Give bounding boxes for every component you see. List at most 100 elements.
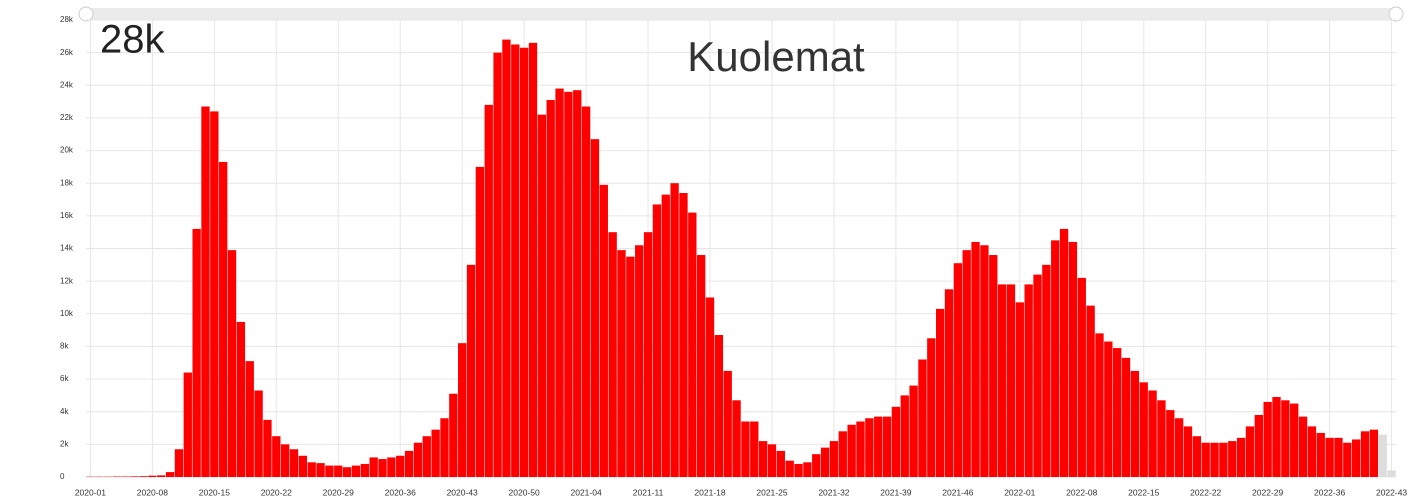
- x-tick-label: 2020-43: [447, 487, 478, 497]
- bar: [688, 212, 697, 478]
- bar: [431, 429, 440, 477]
- bar: [882, 416, 892, 477]
- bar: [458, 343, 467, 477]
- bar: [1334, 437, 1343, 477]
- bar: [865, 418, 874, 477]
- bar: [1166, 410, 1175, 477]
- bar: [1192, 436, 1202, 477]
- bar: [652, 204, 662, 478]
- bar: [511, 44, 520, 477]
- y-tick-label: 6k: [60, 374, 69, 383]
- bar: [1352, 439, 1361, 477]
- bar: [210, 111, 219, 478]
- bar: [1104, 341, 1113, 477]
- bar: [971, 241, 980, 477]
- bar: [599, 184, 608, 477]
- range-slider[interactable]: [86, 8, 1396, 20]
- bar: [1263, 401, 1272, 477]
- bar: [183, 372, 192, 477]
- bar: [174, 449, 184, 477]
- y-tick-label: 26k: [60, 48, 74, 57]
- bar: [847, 424, 856, 477]
- bar: [750, 421, 759, 477]
- bar: [1236, 437, 1246, 477]
- bar: [1157, 400, 1166, 477]
- bar: [466, 264, 476, 477]
- x-tick-label: 2020-50: [509, 487, 540, 497]
- bar: [351, 465, 361, 477]
- bar: [944, 289, 954, 477]
- bar: [148, 475, 157, 477]
- bar: [280, 444, 290, 477]
- bar: [643, 232, 653, 477]
- slider-handle-right[interactable]: [1388, 6, 1404, 22]
- bar: [387, 457, 396, 477]
- bar: [546, 99, 555, 477]
- y-tick-label: 14k: [60, 244, 74, 253]
- bar: [555, 88, 564, 478]
- bar: [1254, 414, 1263, 477]
- x-tick-label: 2022-01: [1004, 487, 1035, 497]
- slider-handle-left[interactable]: [78, 6, 94, 22]
- x-tick-label: 2020-15: [199, 487, 230, 497]
- bar: [413, 442, 423, 477]
- y-tick-label: 0: [60, 472, 65, 481]
- bar: [953, 263, 963, 477]
- bar: [732, 400, 741, 477]
- y-tick-label: 20k: [60, 146, 74, 155]
- bar: [617, 250, 626, 477]
- bar: [316, 463, 325, 477]
- bar: [590, 139, 600, 477]
- bar: [962, 250, 971, 477]
- bar: [1281, 400, 1290, 477]
- bar: [829, 441, 839, 477]
- y-tick-label: 8k: [60, 342, 69, 351]
- bar: [935, 308, 945, 477]
- bar: [245, 361, 254, 477]
- x-tick-label: 2022-15: [1128, 487, 1159, 497]
- bar: [980, 245, 989, 477]
- bar: [1130, 370, 1140, 477]
- bar: [1006, 284, 1016, 477]
- bar: [900, 395, 909, 477]
- bar: [820, 447, 830, 477]
- bar: [1051, 240, 1060, 477]
- y-tick-label: 22k: [60, 113, 74, 122]
- bar: [1387, 470, 1396, 477]
- bar: [272, 436, 281, 477]
- y-tick-label: 10k: [60, 309, 74, 318]
- bar: [369, 457, 378, 477]
- bar: [422, 436, 431, 477]
- bar: [1228, 441, 1237, 477]
- bar: [838, 431, 847, 477]
- x-tick-label: 2021-25: [756, 487, 787, 497]
- bar: [1307, 426, 1317, 477]
- bar: [1024, 284, 1033, 477]
- bar: [298, 455, 308, 477]
- x-tick-label: 2020-01: [75, 487, 106, 497]
- bar: [697, 255, 706, 477]
- x-tick-label: 2021-11: [633, 487, 664, 497]
- bar: [139, 476, 148, 477]
- bar: [564, 91, 573, 478]
- bar: [679, 193, 688, 477]
- bar: [502, 39, 511, 477]
- x-tick-label: 2021-04: [570, 487, 601, 497]
- bar: [1219, 442, 1228, 477]
- bar: [1095, 333, 1104, 477]
- x-tick-label: 2021-32: [818, 487, 849, 497]
- bar: [404, 450, 414, 477]
- bar: [1210, 442, 1219, 477]
- bar: [1201, 442, 1210, 477]
- bar: [325, 465, 334, 477]
- x-tick-label: 2020-22: [261, 487, 292, 497]
- bar: [378, 459, 387, 477]
- bar: [635, 245, 644, 477]
- y-tick-label: 2k: [60, 439, 69, 448]
- bar: [794, 463, 803, 477]
- x-tick-label: 2022-36: [1314, 487, 1345, 497]
- bar: [396, 455, 405, 477]
- bar: [1077, 277, 1086, 477]
- bar: [1245, 426, 1255, 477]
